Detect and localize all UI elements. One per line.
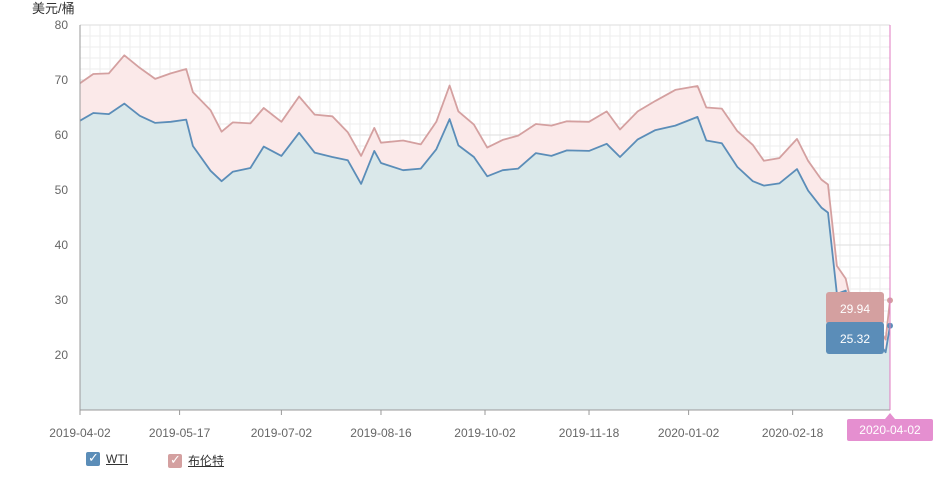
tooltips: 29.94 25.32	[826, 292, 884, 354]
wti-checkbox-icon	[86, 450, 100, 466]
tooltip-brent-value: 29.94	[840, 302, 870, 316]
y-tick-label: 80	[55, 18, 69, 32]
x-tick-label: 2019-08-16	[350, 426, 412, 440]
crosshair-label: 2020-04-02	[859, 423, 921, 437]
line-wti	[79, 102, 891, 354]
legend-item-brent[interactable]: 布伦特	[168, 452, 224, 469]
x-tick-labels: 2019-04-02 2019-05-17 2019-07-02 2019-08-16…	[49, 410, 824, 440]
brent-checkbox-icon	[168, 452, 182, 468]
series-areas	[80, 55, 890, 411]
x-tick-label: 2019-07-02	[251, 426, 313, 440]
x-tick-label: 2019-05-17	[149, 426, 211, 440]
x-tick-label: 2020-02-18	[762, 426, 824, 440]
crosshair-label-box	[847, 419, 933, 441]
x-tick-label: 2019-10-02	[454, 426, 516, 440]
legend-label-brent: 布伦特	[188, 454, 225, 468]
y-tick-label: 60	[55, 128, 69, 142]
crosshair: 2020-04-02	[847, 25, 933, 441]
y-tick-label: 70	[55, 73, 69, 87]
tooltip-wti-box	[826, 322, 884, 354]
y-axis-unit: 美元/桶	[32, 1, 75, 16]
y-tick-label: 40	[55, 238, 69, 252]
line-brent	[79, 54, 891, 341]
legend-label-wti: WTI	[106, 452, 128, 466]
x-tick-label: 2020-01-02	[658, 426, 720, 440]
x-tick-label: 2019-04-02	[49, 426, 111, 440]
legend-item-wti[interactable]: WTI	[86, 450, 128, 466]
y-tick-label: 30	[55, 293, 69, 307]
tooltip-wti-value: 25.32	[840, 332, 870, 346]
tooltip-brent-box	[826, 292, 884, 324]
y-tick-labels: 20 30 40 50 60 70 80	[55, 18, 69, 362]
crosshair-pointer	[885, 413, 895, 419]
area-wti	[80, 103, 890, 410]
x-tick-label: 2019-11-18	[559, 426, 620, 440]
y-tick-label: 20	[55, 348, 69, 362]
y-tick-label: 50	[55, 183, 69, 197]
